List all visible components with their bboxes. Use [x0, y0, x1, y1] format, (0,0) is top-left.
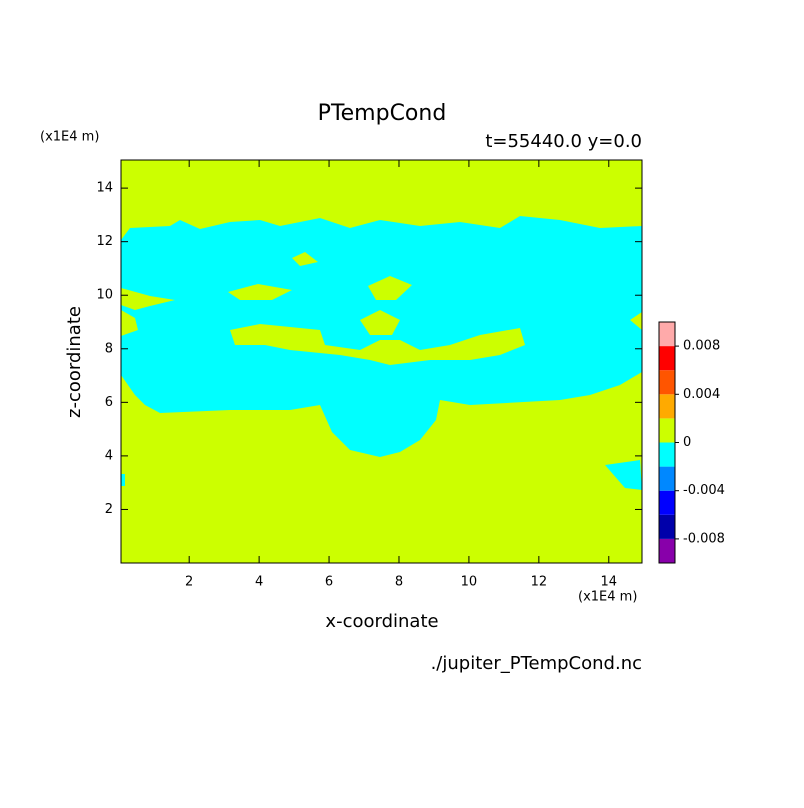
colorbar-segment [659, 346, 675, 371]
colorbar-segment [659, 514, 675, 539]
colorbar-segment [659, 322, 675, 347]
region-negative [121, 216, 642, 457]
colorbar-segment [659, 442, 675, 467]
region-positive [360, 310, 400, 335]
y-tick-label: 10 [96, 288, 113, 303]
region-positive [630, 312, 642, 330]
chart-title: PTempCond [318, 101, 447, 126]
region-positive [121, 310, 138, 336]
file-name: ./jupiter_PTempCond.nc [431, 653, 642, 674]
subtitle: t=55440.0 y=0.0 [485, 131, 642, 152]
region-positive [368, 276, 412, 300]
region-negative [605, 460, 642, 490]
colorbar-tick-label: -0.008 [683, 531, 725, 546]
x-tick-label: 6 [325, 575, 333, 590]
y-tick-label: 14 [96, 181, 113, 196]
y-tick-label: 6 [105, 395, 113, 410]
colorbar-tick-label: -0.004 [683, 483, 725, 498]
x-tick-label: 4 [255, 575, 263, 590]
colorbar-segment [659, 490, 675, 515]
y-unit: (x1E4 m) [40, 130, 99, 145]
x-tick-label: 12 [531, 575, 548, 590]
colorbar-tick-label: 0.008 [683, 339, 720, 354]
x-tick-label: 8 [395, 575, 403, 590]
colorbar-tick-label: 0.004 [683, 387, 720, 402]
colorbar-segment [659, 418, 675, 443]
region-positive [121, 288, 175, 310]
region-positive [292, 252, 318, 266]
colorbar-segment [659, 466, 675, 491]
y-tick-label: 4 [105, 448, 113, 463]
y-axis-title: z-coordinate [64, 306, 85, 418]
x-tick-label: 10 [461, 575, 478, 590]
contour-field [121, 160, 642, 563]
region-positive [228, 284, 292, 300]
colorbar-segment [659, 394, 675, 419]
x-unit: (x1E4 m) [578, 590, 637, 605]
colorbar-segment [659, 370, 675, 395]
x-tick-label: 2 [185, 575, 193, 590]
plot-frame [120, 159, 643, 564]
region-negative [121, 474, 125, 486]
y-tick-label: 12 [96, 234, 113, 249]
x-tick-label: 14 [601, 575, 618, 590]
colorbar-segment [659, 538, 675, 563]
region-positive [230, 324, 525, 365]
axes: 2 4 6 8 10 12 14 2 4 6 8 10 12 14 [96, 160, 642, 590]
y-tick-label: 8 [105, 341, 113, 356]
x-axis-title: x-coordinate [325, 611, 438, 632]
y-tick-label: 2 [105, 502, 113, 517]
colorbar: -0.008 -0.004 0 0.004 0.008 [658, 321, 725, 564]
colorbar-tick-label: 0 [683, 435, 691, 450]
